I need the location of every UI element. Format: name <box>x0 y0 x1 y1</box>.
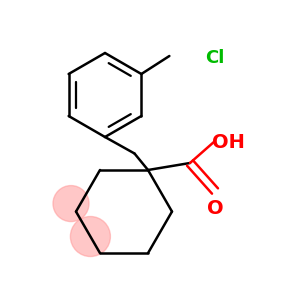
Circle shape <box>53 186 89 222</box>
Text: O: O <box>207 199 223 218</box>
Circle shape <box>70 217 110 256</box>
Text: OH: OH <box>212 134 245 152</box>
Text: Cl: Cl <box>205 49 224 67</box>
